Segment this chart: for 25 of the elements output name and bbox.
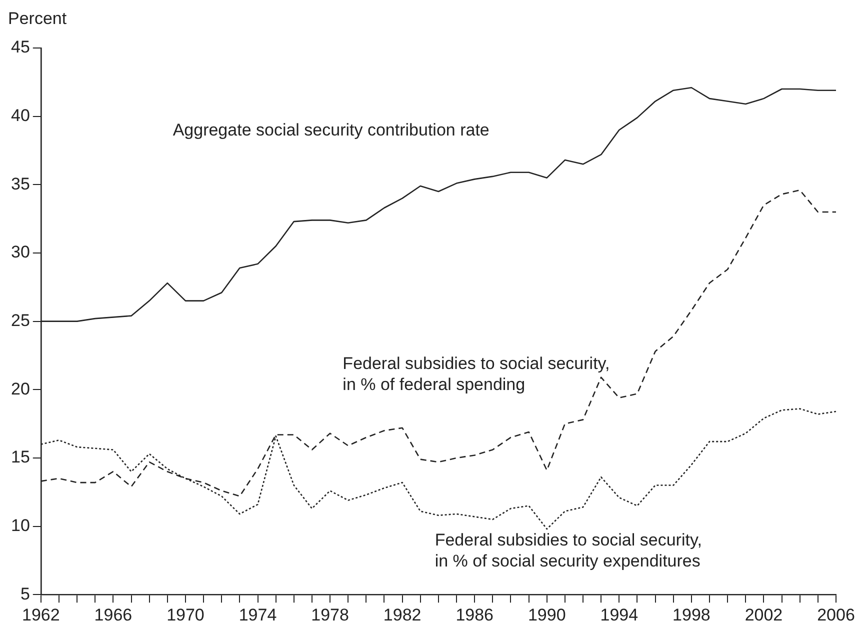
x-tick-label: 1994 (600, 605, 638, 624)
y-tick-label: 10 (10, 516, 30, 535)
x-tick-label: 1974 (238, 605, 277, 624)
x-tick-label: 1998 (672, 605, 710, 624)
y-tick-label: 20 (10, 379, 30, 398)
y-tick-label: 45 (10, 38, 30, 57)
y-tick-label: 35 (10, 174, 30, 194)
x-tick-label: 1978 (311, 605, 349, 624)
y-tick-label: 30 (10, 242, 30, 262)
text: Aggregate social security contribution rate (172, 120, 490, 140)
y-tick-label: 15 (10, 448, 30, 467)
x-tick-label: 1962 (22, 605, 60, 624)
y-tick-label: 25 (10, 310, 30, 330)
x-tick-label: 1970 (166, 605, 204, 624)
y-tick-label: 40 (10, 106, 30, 126)
x-tick-label: 1966 (94, 605, 132, 624)
y-tick-label: 5 (20, 584, 30, 604)
x-tick-label: 1986 (456, 605, 494, 624)
x-tick-label: 1990 (528, 605, 566, 624)
series-label: Federal subsidies to social security, in % of federal spending (342, 354, 610, 394)
x-tick-label: 1982 (383, 605, 422, 624)
x-tick-label: 2006 (817, 605, 855, 624)
y-axis-title: Percent (8, 9, 67, 28)
series-label: Federal subsidies to social security, in % of social security expenditures (434, 530, 702, 570)
x-tick-label: 2002 (744, 605, 783, 624)
